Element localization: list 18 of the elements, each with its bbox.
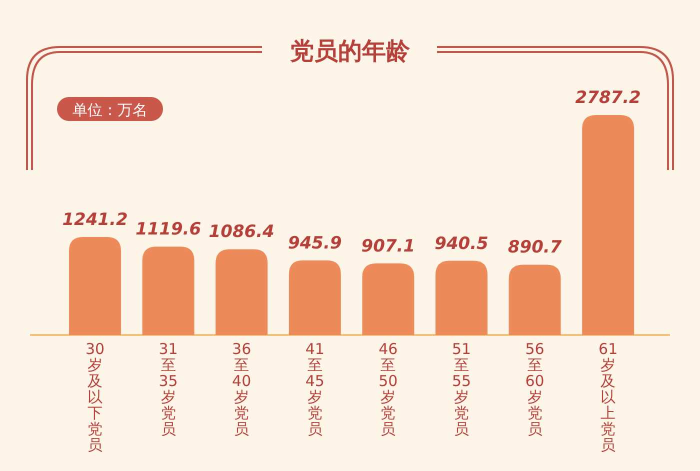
data-label: 1086.4: [208, 222, 274, 242]
x-tick-label: 51至55岁党员: [452, 340, 472, 438]
x-tick-label: 56至60岁党员: [525, 340, 544, 438]
data-label: 1241.2: [62, 210, 128, 230]
x-tick-label: 61岁及以上党员: [598, 340, 618, 454]
data-label: 907.1: [361, 236, 416, 256]
x-tick-label: 41至45岁党员: [305, 340, 324, 438]
x-tick-label: 36至40岁党员: [232, 340, 252, 438]
chart-title: 党员的年龄: [289, 37, 411, 65]
data-label: 890.7: [508, 238, 562, 258]
x-tick-label: 30岁及以下党员: [85, 340, 105, 454]
data-label: 945.9: [288, 233, 342, 254]
data-label: 1119.6: [135, 220, 202, 240]
x-tick-label: 31至35岁党员: [158, 340, 178, 438]
annotation: 单位：万名: [72, 101, 148, 119]
x-tick-label: 46至50岁党员: [378, 340, 398, 438]
data-label: 940.5: [434, 234, 488, 254]
data-label: 2787.2: [575, 88, 641, 108]
